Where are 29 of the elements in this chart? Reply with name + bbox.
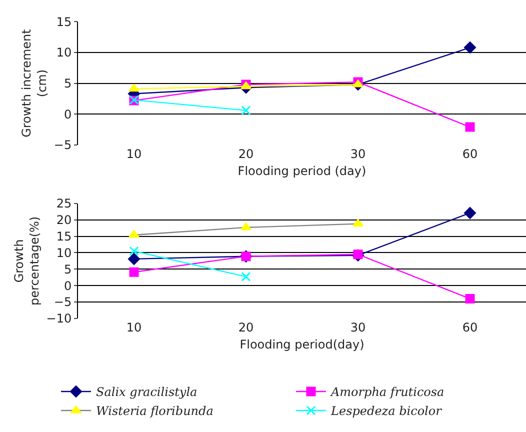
y-tick-label: 5 [64,76,72,90]
x-tick-label: 30 [350,146,366,161]
x-axis-title: Flooding period(day) [240,337,364,352]
x-axis-title: Flooding period (day) [238,164,366,178]
x-tick-label: 30 [350,320,366,334]
x-tick-label: 20 [238,320,254,334]
y-axis-title: Growth increment (cm) [20,28,50,138]
x-tick-label: 20 [238,146,254,161]
y-tick-label: 25 [56,196,72,211]
y-tick-label: −5 [54,295,72,310]
y-tick-label: 5 [64,262,72,276]
y-tick-label: 0 [64,107,72,122]
legend-label: Amorpha fruticosa [330,385,444,400]
y-tick-label: −5 [54,138,72,152]
y-tick-label: 10 [56,246,72,260]
y-tick-label: 20 [56,213,72,228]
y-tick-label: 15 [56,14,72,29]
y-tick-label: 10 [56,46,72,60]
legend-label: Salix gracilistyla [96,385,198,400]
legend-label: Wisteria floribunda [96,404,214,418]
y-tick-label: 0 [64,278,72,293]
x-tick-label: 60 [462,320,478,334]
y-axis-title: Growth percentage(%) [12,216,42,306]
x-tick-label: 10 [126,146,142,161]
legend-label: Lespedeza bicolor [330,404,443,418]
y-tick-label: 15 [56,230,72,244]
x-tick-label: 60 [462,146,478,161]
x-tick-label: 10 [126,320,142,334]
y-tick-label: −10 [46,312,72,326]
